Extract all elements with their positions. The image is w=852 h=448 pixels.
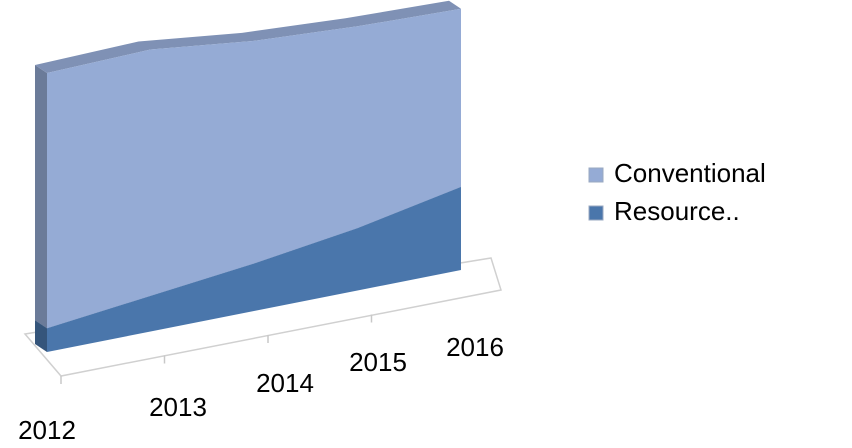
legend-label: Conventional — [614, 158, 766, 188]
area-top — [35, 0, 461, 73]
legend-label: Resource.. — [614, 196, 740, 226]
legend-swatch — [588, 167, 604, 183]
x-tick-label: 2015 — [349, 347, 407, 377]
x-tick-label: 2013 — [149, 392, 207, 422]
area-side — [35, 64, 47, 329]
area-side — [35, 320, 47, 352]
x-tick-label: 2012 — [18, 415, 76, 445]
x-tick-label: 2014 — [256, 368, 314, 398]
x-tick-label: 2016 — [446, 332, 504, 362]
area — [47, 8, 461, 329]
legend-swatch — [588, 205, 604, 221]
